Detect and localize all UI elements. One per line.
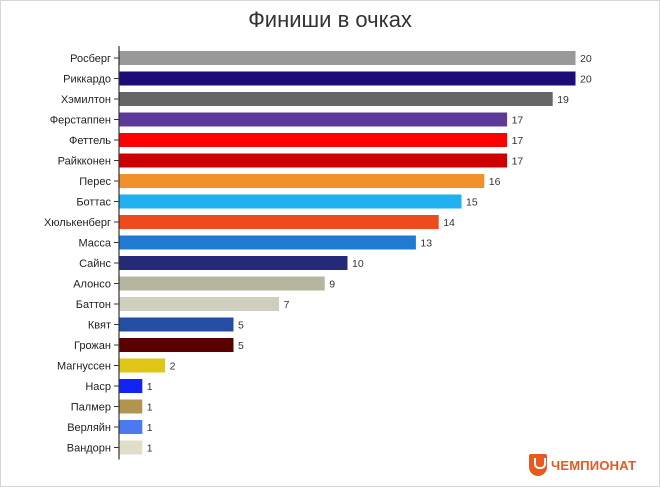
bar[interactable]	[119, 153, 508, 168]
category-label: Хэмилтон	[61, 94, 111, 106]
category-label: Хюлькенберг	[44, 217, 111, 229]
category-label: Наср	[85, 381, 111, 393]
category-label: Боттас	[76, 197, 111, 209]
bar[interactable]	[119, 133, 508, 147]
value-label: 17	[512, 156, 524, 168]
brand-logo-text: ЧЕМПИОНАТ	[551, 457, 637, 473]
category-label: Сайнс	[79, 258, 111, 270]
bar[interactable]	[119, 317, 234, 332]
bar[interactable]	[119, 440, 143, 455]
value-label: 13	[420, 238, 432, 250]
category-label: Масса	[78, 238, 111, 250]
bar[interactable]	[119, 92, 553, 106]
category-label: Вандорн	[67, 443, 111, 455]
value-label: 1	[147, 381, 153, 393]
bar[interactable]	[119, 194, 462, 209]
value-label: 16	[489, 176, 501, 188]
championat-logo-icon	[529, 454, 547, 476]
bar[interactable]	[119, 112, 508, 127]
value-label: 9	[329, 279, 335, 291]
value-label: 17	[512, 115, 524, 127]
category-label: Феттель	[69, 135, 111, 147]
bar[interactable]	[119, 256, 348, 270]
bar[interactable]	[119, 399, 143, 414]
bar[interactable]	[119, 71, 576, 86]
value-label: 10	[352, 258, 364, 270]
bar[interactable]	[119, 174, 485, 188]
value-label: 1	[147, 443, 153, 455]
category-label: Райкконен	[58, 156, 111, 168]
brand-logo[interactable]: ЧЕМПИОНАТ	[529, 453, 636, 477]
category-label: Перес	[79, 176, 111, 188]
bar[interactable]	[119, 379, 143, 393]
value-label: 1	[147, 422, 153, 434]
category-label: Риккардо	[63, 74, 111, 86]
category-label: Палмер	[71, 402, 111, 414]
bar[interactable]	[119, 297, 280, 311]
value-label: 20	[580, 53, 592, 65]
bar[interactable]	[119, 338, 234, 352]
category-label: Верляйн	[67, 422, 111, 434]
value-label: 14	[443, 217, 455, 229]
value-label: 15	[466, 197, 478, 209]
bar[interactable]	[119, 420, 143, 434]
category-label: Ферстаппен	[50, 115, 111, 127]
value-label: 19	[557, 94, 569, 106]
value-label: 20	[580, 74, 592, 86]
category-label: Баттон	[76, 299, 111, 311]
bar[interactable]	[119, 358, 166, 373]
bar[interactable]	[119, 235, 416, 250]
category-label: Алонсо	[73, 279, 111, 291]
value-label: 1	[147, 402, 153, 414]
bar[interactable]	[119, 51, 576, 65]
category-label: Росберг	[70, 53, 111, 65]
category-label: Грожан	[74, 340, 111, 352]
value-label: 5	[238, 340, 244, 352]
value-label: 7	[284, 299, 290, 311]
value-label: 2	[170, 361, 176, 373]
category-label: Квят	[88, 320, 111, 332]
category-label: Магнуссен	[57, 361, 111, 373]
value-label: 5	[238, 320, 244, 332]
bar[interactable]	[119, 215, 439, 229]
bar[interactable]	[119, 276, 325, 291]
chart-title: Финиши в очках	[248, 7, 412, 32]
value-label: 17	[512, 135, 524, 147]
